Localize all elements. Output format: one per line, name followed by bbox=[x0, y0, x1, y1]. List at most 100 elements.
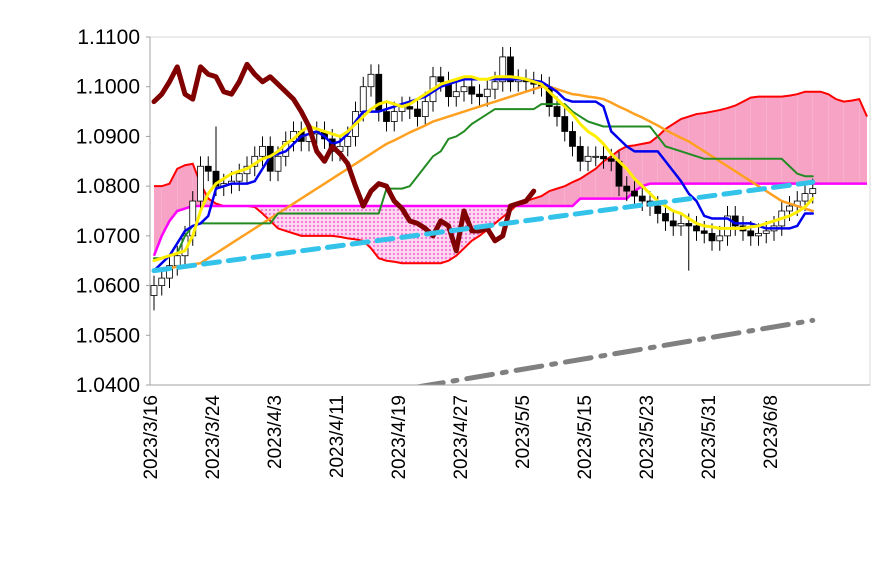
y-tick-label: 1.0600 bbox=[76, 275, 140, 298]
cloud bbox=[750, 96, 759, 184]
y-tick-label: 1.1100 bbox=[77, 26, 140, 49]
candle-body bbox=[724, 215, 731, 237]
cloud bbox=[735, 101, 743, 184]
cloud bbox=[781, 95, 790, 184]
candle-body bbox=[173, 255, 181, 267]
candle-body bbox=[677, 223, 685, 227]
candle-body bbox=[235, 173, 243, 182]
cloud bbox=[805, 91, 813, 184]
cloud bbox=[417, 206, 426, 264]
trend-line bbox=[151, 179, 816, 274]
candle-body bbox=[553, 106, 561, 117]
candle-body bbox=[437, 76, 445, 83]
x-tick-label: 2023/5/5 bbox=[513, 395, 534, 469]
y-tick-label: 1.0500 bbox=[76, 324, 140, 347]
cloud bbox=[378, 206, 387, 261]
cloud bbox=[681, 116, 689, 184]
x-tick-label: 2023/4/19 bbox=[389, 395, 410, 480]
trend-layer bbox=[151, 179, 816, 385]
candle-body bbox=[491, 81, 499, 90]
candle-body bbox=[576, 145, 584, 162]
x-tick-label: 2023/4/3 bbox=[265, 395, 286, 469]
cloud bbox=[293, 206, 302, 236]
indicator-line bbox=[151, 61, 537, 254]
indicator-line bbox=[152, 75, 815, 263]
candle-body bbox=[716, 235, 724, 242]
cloud bbox=[797, 91, 805, 184]
candle-body bbox=[700, 230, 708, 234]
y-tick-label: 1.0700 bbox=[76, 225, 140, 248]
candle-body bbox=[631, 190, 638, 197]
cloud bbox=[340, 206, 348, 239]
x-tick-label: 2023/5/31 bbox=[699, 395, 720, 480]
x-tick-label: 2023/5/23 bbox=[637, 395, 658, 480]
candle-body bbox=[476, 93, 483, 98]
cloud bbox=[347, 206, 356, 240]
candle-body bbox=[460, 86, 468, 93]
x-tick-label: 2023/5/15 bbox=[575, 395, 596, 480]
cloud bbox=[185, 163, 193, 209]
candle-body bbox=[390, 111, 398, 122]
cloud bbox=[549, 188, 557, 207]
candle-body bbox=[762, 230, 770, 234]
candle-body bbox=[669, 220, 677, 227]
candle-body bbox=[786, 205, 793, 212]
candle-body bbox=[158, 277, 166, 286]
cloud bbox=[580, 173, 588, 199]
candle-body bbox=[600, 155, 607, 160]
candle-body bbox=[212, 170, 220, 187]
candle-body bbox=[592, 155, 600, 158]
indicator-line bbox=[153, 103, 814, 260]
candle-body bbox=[421, 101, 429, 117]
cloud bbox=[557, 186, 565, 207]
candle-body bbox=[561, 116, 569, 132]
candle-body bbox=[406, 106, 414, 110]
candle-body bbox=[623, 185, 631, 192]
candle-body bbox=[166, 265, 173, 279]
cloud bbox=[309, 206, 317, 236]
candle-body bbox=[452, 91, 460, 98]
candle-body bbox=[638, 195, 646, 202]
cloud bbox=[743, 97, 751, 184]
cloud bbox=[495, 206, 503, 224]
candle-body bbox=[483, 88, 491, 98]
cloud bbox=[836, 99, 844, 184]
candle-body bbox=[801, 193, 809, 202]
cloud bbox=[851, 99, 860, 184]
cloud bbox=[719, 108, 728, 184]
x-tick-label: 2023/4/27 bbox=[451, 395, 472, 480]
trend-line bbox=[416, 317, 816, 385]
x-tick-label: 2023/3/24 bbox=[203, 395, 224, 480]
cloud bbox=[812, 91, 821, 184]
cloud bbox=[564, 182, 573, 207]
cloud bbox=[355, 206, 364, 241]
cloud bbox=[712, 110, 720, 184]
span-b-line bbox=[152, 182, 867, 257]
cloud bbox=[843, 100, 852, 184]
y-tick-label: 1.0400 bbox=[76, 374, 140, 397]
cloud bbox=[371, 206, 379, 259]
candle-body bbox=[150, 285, 158, 296]
cloud bbox=[859, 99, 867, 184]
candle-body bbox=[274, 155, 282, 172]
candle-body bbox=[693, 225, 700, 232]
cloud bbox=[363, 206, 371, 249]
x-tick-label: 2023/6/8 bbox=[761, 395, 782, 469]
candle-body bbox=[344, 136, 352, 147]
cloud bbox=[789, 94, 798, 184]
candle-body bbox=[359, 86, 367, 112]
y-tick-label: 1.0800 bbox=[76, 175, 140, 198]
cloud bbox=[262, 206, 271, 221]
cloud bbox=[650, 136, 658, 184]
cloud bbox=[316, 206, 325, 236]
candle-body bbox=[747, 230, 755, 237]
candle-body bbox=[383, 111, 390, 122]
y-tick-label: 1.1000 bbox=[76, 76, 140, 99]
cloud bbox=[603, 156, 612, 199]
cloud bbox=[440, 206, 449, 264]
candle-body bbox=[507, 56, 514, 83]
candle-body bbox=[654, 205, 662, 214]
candle-body bbox=[809, 188, 817, 194]
x-tick-label: 2023/3/16 bbox=[141, 395, 162, 480]
